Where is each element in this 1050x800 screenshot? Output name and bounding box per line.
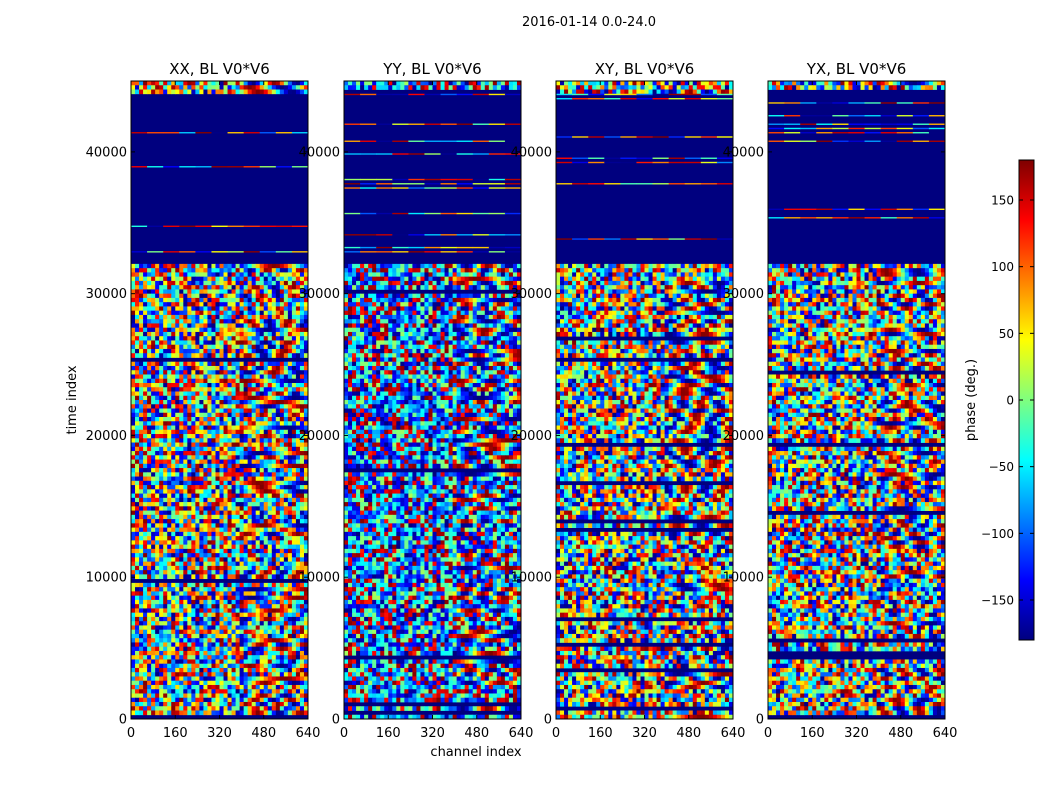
y-tick-label: 10000 (723, 571, 764, 586)
colorbar-tick-label: −150 (981, 594, 1014, 608)
x-tick-label: 640 (296, 726, 321, 741)
panel-xx: XX, BL V0*V6 0 160 320 480 640 0 10000 20000 3000… (86, 60, 321, 741)
panel-yy: YY, BL V0*V6 0 160 320 480 640 0 10000 20000 3000… (299, 60, 534, 741)
x-tick-label: 480 (888, 726, 913, 741)
x-tick-label: 0 (127, 726, 135, 741)
colorbar-tick-label: 100 (991, 260, 1014, 274)
y-tick-label: 30000 (299, 287, 340, 302)
y-tick-label: 20000 (299, 429, 340, 444)
x-tick-label: 640 (509, 726, 534, 741)
x-tick-label: 160 (588, 726, 613, 741)
panel-image-yx (768, 81, 946, 719)
y-tick-label: 0 (756, 713, 764, 728)
x-tick-label: 640 (721, 726, 746, 741)
x-tick-label: 160 (800, 726, 825, 741)
x-tick-label: 320 (420, 726, 445, 741)
x-tick-label: 0 (552, 726, 560, 741)
panel-image-yy (344, 81, 522, 720)
y-tick-label: 40000 (299, 145, 340, 160)
x-axis-label: channel index (430, 745, 521, 760)
x-tick-label: 320 (207, 726, 232, 741)
x-tick-label: 480 (251, 726, 276, 741)
x-tick-label: 160 (376, 726, 401, 741)
colorbar-tick-label: 150 (991, 194, 1014, 208)
x-tick-label: 480 (464, 726, 489, 741)
panel-image-xx (131, 81, 309, 719)
colorbar-tick-label: −100 (981, 527, 1014, 541)
colorbar-label: phase (deg.) (964, 359, 979, 441)
heatmap-panels: XX, BL V0*V6 0 160 320 480 640 0 10000 20000 3000… (86, 60, 958, 741)
y-tick-label: 0 (332, 713, 340, 728)
y-tick-label: 20000 (511, 429, 552, 444)
y-tick-label: 20000 (723, 429, 764, 444)
y-tick-label: 10000 (511, 571, 552, 586)
x-tick-label: 0 (340, 726, 348, 741)
figure-suptitle: 2016-01-14 0.0-24.0 (522, 15, 656, 30)
panel-title: XX, BL V0*V6 (169, 60, 270, 78)
y-tick-label: 0 (119, 713, 127, 728)
y-tick-label: 10000 (299, 571, 340, 586)
y-tick-label: 30000 (511, 287, 552, 302)
colorbar-tick-label: −50 (989, 460, 1014, 474)
panel-image-xy (556, 81, 734, 720)
y-tick-label: 40000 (723, 145, 764, 160)
panel-yx: YX, BL V0*V6 0 160 320 480 640 0 10000 20000 3000… (723, 60, 958, 741)
x-tick-label: 160 (163, 726, 188, 741)
x-tick-label: 0 (764, 726, 772, 741)
y-tick-label: 30000 (723, 287, 764, 302)
y-tick-label: 10000 (86, 571, 127, 586)
x-tick-label: 480 (676, 726, 701, 741)
colorbar: 150 100 50 0 −50 −100 −150 phase (deg.) (964, 159, 1035, 641)
panel-title: YX, BL V0*V6 (806, 60, 907, 78)
x-tick-label: 320 (632, 726, 657, 741)
y-tick-label: 20000 (86, 429, 127, 444)
panel-title: XY, BL V0*V6 (595, 60, 695, 78)
x-tick-label: 320 (844, 726, 869, 741)
y-tick-label: 0 (544, 713, 552, 728)
colorbar-tick-label: 50 (999, 327, 1014, 341)
y-tick-label: 30000 (86, 287, 127, 302)
y-tick-label: 40000 (511, 145, 552, 160)
colorbar-tick-label: 0 (1006, 394, 1014, 408)
x-tick-label: 640 (933, 726, 958, 741)
y-axis-label: time index (65, 365, 80, 434)
y-tick-label: 40000 (86, 145, 127, 160)
panel-title: YY, BL V0*V6 (382, 60, 481, 78)
panel-xy: XY, BL V0*V6 0 160 320 480 640 0 10000 20000 3000… (511, 60, 746, 741)
